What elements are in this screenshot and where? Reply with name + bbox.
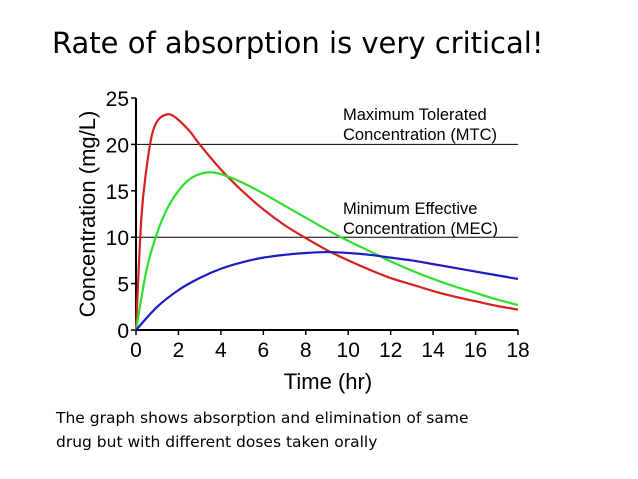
mec-label: Concentration (MEC) (343, 220, 498, 238)
series-line-2 (134, 171, 519, 331)
x-tick-label: 18 (506, 339, 529, 362)
series-line-3 (135, 250, 519, 331)
x-tick-label: 12 (379, 339, 402, 362)
x-tick-label: 8 (300, 339, 312, 362)
x-tick-label: 6 (257, 339, 269, 362)
series-line-1 (134, 113, 519, 331)
caption: The graph shows absorption and eliminati… (56, 406, 616, 454)
x-tick-label: 2 (173, 339, 185, 362)
x-tick-label: 16 (464, 339, 487, 362)
y-axis-label: Concentration (mg/L) (75, 111, 100, 318)
chart-axes (135, 98, 518, 331)
x-tick-label: 10 (337, 339, 360, 362)
y-tick-label: 10 (106, 227, 129, 250)
mtc-label: Maximum Tolerated (343, 106, 487, 124)
concentration-time-chart: 0 2 4 6 8 10 12 14 16 18 0 5 10 15 20 25 Maximum Tolera… (75, 88, 530, 394)
y-tick-label: 20 (106, 134, 129, 157)
y-tick-label: 5 (117, 274, 129, 297)
mec-label: Minimum Effective (343, 200, 477, 218)
x-tick-label: 14 (421, 339, 445, 362)
y-tick-label: 0 (117, 320, 129, 343)
x-axis-label: Time (hr) (284, 369, 372, 394)
chart-annotations: Maximum Tolerated Concentration (MTC) Mini… (343, 106, 498, 238)
y-tick-label: 15 (106, 181, 129, 204)
y-tick-label: 25 (106, 88, 129, 111)
chart-ticks: 0 2 4 6 8 10 12 14 16 18 0 5 10 15 20 25 (106, 88, 530, 362)
x-tick-label: 4 (215, 339, 227, 362)
mtc-label: Concentration (MTC) (343, 126, 497, 144)
chart-series (134, 113, 519, 331)
caption-line: drug but with different doses taken oral… (56, 433, 378, 451)
caption-line: The graph shows absorption and eliminati… (56, 409, 469, 427)
x-tick-label: 0 (130, 339, 142, 362)
slide-title: Rate of absorption is very critical! (52, 26, 544, 60)
